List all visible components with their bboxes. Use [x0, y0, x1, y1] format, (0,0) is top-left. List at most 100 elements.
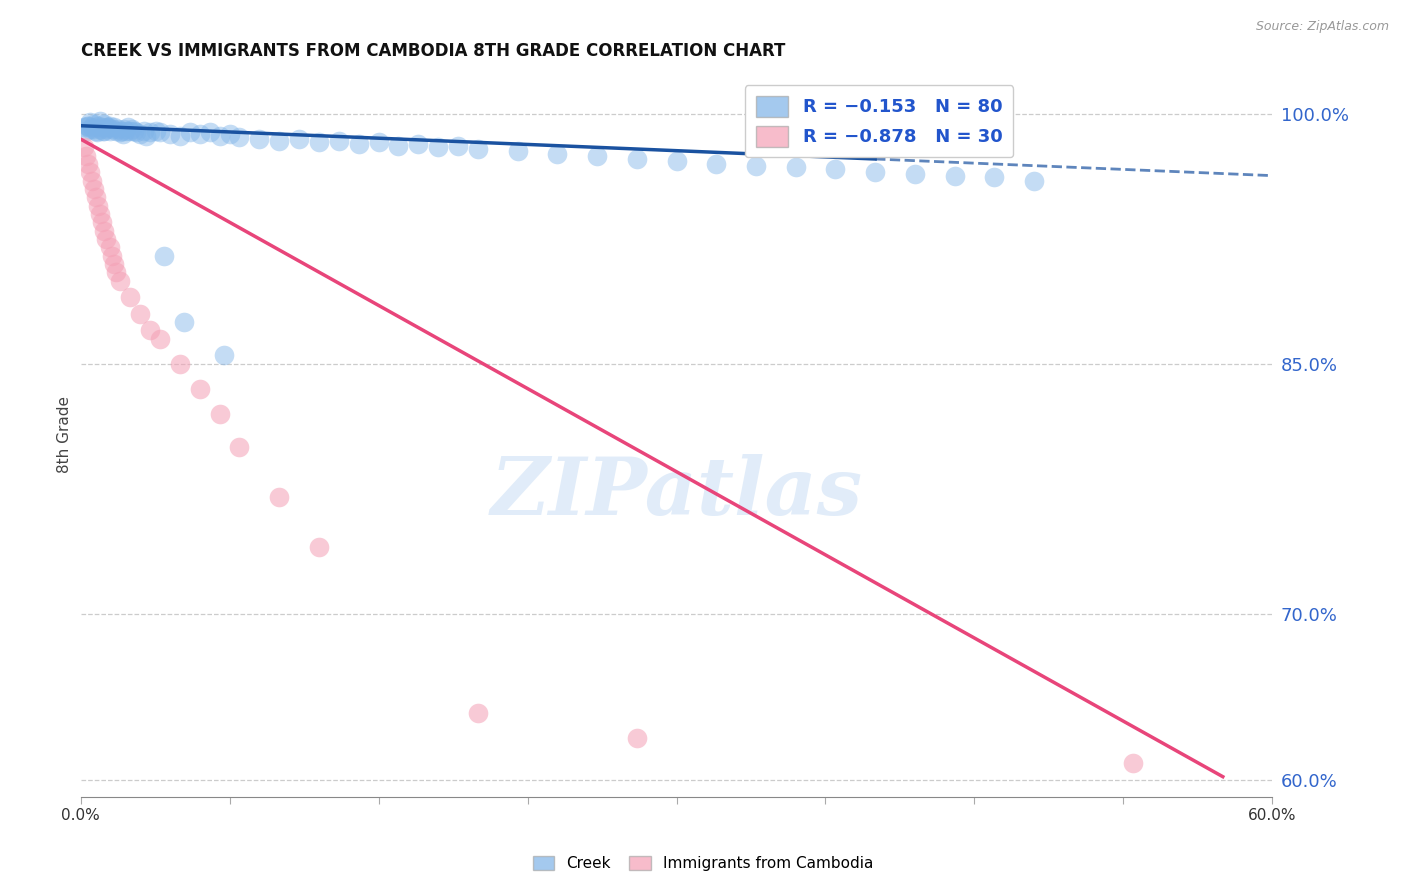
- Point: [120, 290, 142, 304]
- Point: [247, 132, 270, 146]
- Point: [96, 120, 118, 135]
- Point: [1122, 756, 1144, 771]
- Point: [103, 120, 125, 135]
- Point: [112, 127, 135, 141]
- Point: [89, 207, 111, 221]
- Point: [665, 153, 688, 168]
- Point: [228, 440, 250, 454]
- Point: [904, 167, 927, 181]
- Point: [447, 138, 470, 153]
- Y-axis label: 8th Grade: 8th Grade: [58, 396, 72, 473]
- Point: [188, 382, 211, 396]
- Point: [120, 124, 142, 138]
- Point: [139, 125, 162, 139]
- Point: [983, 170, 1005, 185]
- Legend: Creek, Immigrants from Cambodia: Creek, Immigrants from Cambodia: [527, 850, 879, 877]
- Point: [93, 224, 115, 238]
- Point: [110, 274, 132, 288]
- Point: [745, 159, 768, 173]
- Point: [129, 127, 152, 141]
- Point: [785, 161, 807, 175]
- Point: [704, 157, 727, 171]
- Point: [76, 149, 98, 163]
- Point: [122, 124, 145, 138]
- Point: [83, 117, 105, 131]
- Point: [228, 130, 250, 145]
- Point: [103, 257, 125, 271]
- Point: [79, 115, 101, 129]
- Point: [115, 124, 138, 138]
- Point: [198, 125, 221, 139]
- Point: [87, 199, 110, 213]
- Point: [79, 165, 101, 179]
- Point: [145, 124, 167, 138]
- Point: [89, 113, 111, 128]
- Point: [169, 357, 191, 371]
- Point: [98, 240, 121, 254]
- Point: [117, 120, 139, 135]
- Point: [79, 122, 101, 136]
- Point: [212, 349, 235, 363]
- Point: [328, 134, 350, 148]
- Point: [93, 124, 115, 138]
- Point: [82, 122, 104, 136]
- Point: [105, 265, 128, 279]
- Point: [139, 324, 162, 338]
- Point: [82, 174, 104, 188]
- Point: [169, 128, 191, 143]
- Point: [101, 249, 124, 263]
- Point: [93, 117, 115, 131]
- Point: [586, 149, 609, 163]
- Point: [96, 122, 118, 136]
- Point: [149, 332, 172, 346]
- Point: [153, 249, 176, 263]
- Point: [135, 128, 157, 143]
- Point: [83, 182, 105, 196]
- Point: [347, 136, 370, 151]
- Point: [129, 307, 152, 321]
- Point: [467, 706, 489, 721]
- Point: [218, 127, 240, 141]
- Point: [626, 731, 648, 746]
- Point: [112, 122, 135, 136]
- Point: [288, 132, 311, 146]
- Point: [110, 125, 132, 139]
- Point: [87, 119, 110, 133]
- Point: [77, 119, 100, 133]
- Point: [149, 125, 172, 139]
- Point: [96, 232, 118, 246]
- Point: [863, 165, 886, 179]
- Point: [73, 140, 96, 154]
- Legend: R = −0.153   N = 80, R = −0.878   N = 30: R = −0.153 N = 80, R = −0.878 N = 30: [745, 85, 1014, 158]
- Point: [132, 124, 155, 138]
- Point: [308, 136, 330, 150]
- Point: [506, 144, 529, 158]
- Point: [97, 120, 120, 135]
- Point: [943, 169, 966, 183]
- Point: [111, 124, 134, 138]
- Point: [86, 125, 108, 139]
- Point: [626, 152, 648, 166]
- Point: [76, 124, 98, 138]
- Point: [73, 120, 96, 135]
- Point: [467, 142, 489, 156]
- Point: [546, 147, 568, 161]
- Point: [1022, 174, 1045, 188]
- Point: [208, 407, 231, 421]
- Point: [98, 124, 121, 138]
- Point: [208, 128, 231, 143]
- Point: [121, 122, 143, 136]
- Point: [367, 136, 389, 150]
- Point: [159, 127, 181, 141]
- Point: [427, 140, 450, 154]
- Point: [98, 119, 121, 133]
- Text: CREEK VS IMMIGRANTS FROM CAMBODIA 8TH GRADE CORRELATION CHART: CREEK VS IMMIGRANTS FROM CAMBODIA 8TH GR…: [80, 42, 785, 60]
- Point: [269, 490, 291, 504]
- Text: ZIPatlas: ZIPatlas: [491, 454, 862, 532]
- Point: [173, 315, 195, 329]
- Point: [76, 119, 98, 133]
- Point: [179, 125, 201, 139]
- Point: [387, 138, 409, 153]
- Point: [105, 124, 128, 138]
- Point: [188, 127, 211, 141]
